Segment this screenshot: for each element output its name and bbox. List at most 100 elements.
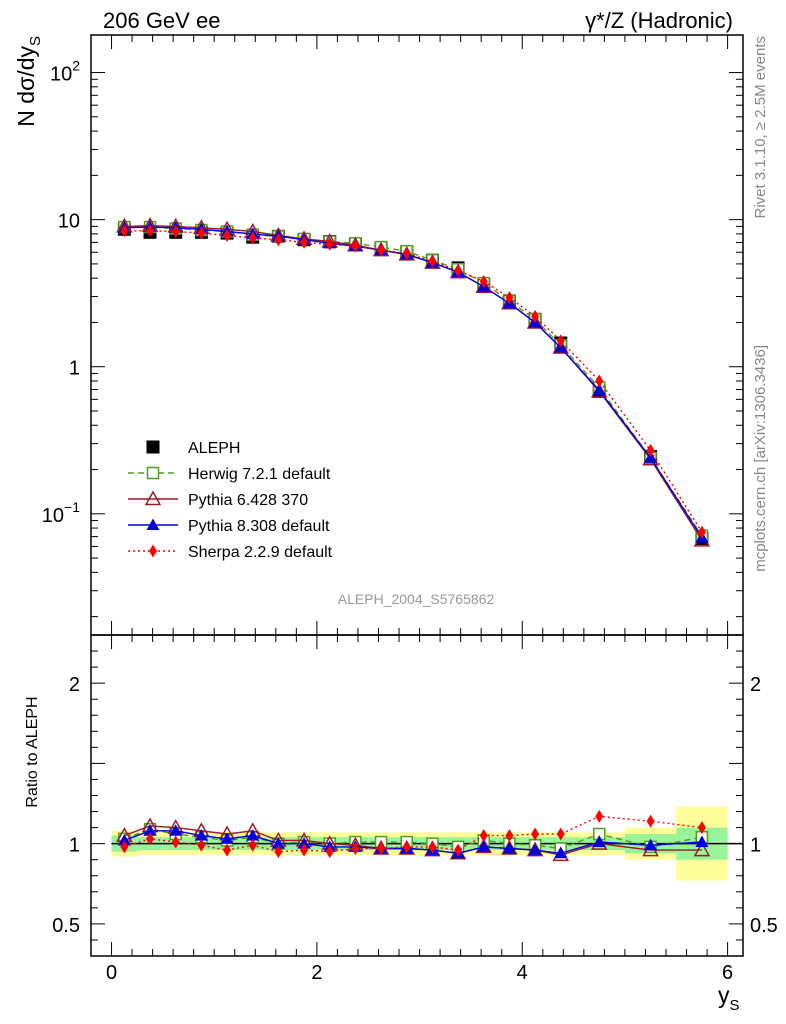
ratio-pythia8-point (554, 846, 568, 859)
sherpa-point (402, 246, 411, 260)
ratio-sherpa-point (300, 843, 309, 857)
legend-marker-sherpa (149, 544, 157, 558)
pythia8-point (644, 451, 658, 463)
ratio-sherpa-point (351, 841, 360, 855)
ratio-pythia8-point (117, 833, 131, 846)
sherpa-point (479, 274, 488, 288)
sherpa-point (300, 235, 309, 249)
sherpa-point (531, 309, 540, 323)
rivet-label: Rivet 3.1.10, ≥ 2.5M events (752, 36, 769, 219)
ratio-pythia8-point (271, 837, 285, 849)
x-tick-label: 4 (517, 962, 528, 984)
legend-entry-herwig: Herwig 7.2.1 default (128, 466, 331, 483)
ratio-sherpa-point (595, 809, 604, 823)
sherpa-point (146, 224, 155, 238)
main-y-label-sub: S (27, 36, 44, 46)
main-y-tick-label: 10−1 (42, 499, 80, 527)
ratio-y-tick-label-right: 0.5 (750, 915, 778, 937)
sherpa-point (248, 231, 257, 245)
sherpa-point (377, 243, 386, 257)
main-y-tick-base: 10 (58, 211, 80, 233)
ratio-sherpa-point (556, 827, 565, 841)
legend-marker-pythia8 (146, 518, 160, 530)
ratio-pythia8-point (169, 824, 183, 836)
legend-label-sherpa: Sherpa 2.2.9 default (188, 544, 333, 561)
ratio-y-tick-label-right: 1 (750, 835, 761, 857)
ratio-sherpa-point (646, 814, 655, 828)
legend-entry-aleph: ALEPH (146, 440, 240, 457)
sherpa-point (197, 226, 206, 240)
ratio-pythia8-point (246, 829, 260, 841)
sherpa-point (428, 254, 437, 268)
pythia6-point (475, 278, 493, 293)
sherpa-point (646, 443, 655, 457)
sherpa-point (351, 239, 360, 253)
ratio-pythia8-point (297, 837, 311, 849)
ratio-pythia6-point (475, 838, 493, 854)
ratio-pythia8-point (194, 829, 208, 841)
legend-label-pythia6: Pythia 6.428 370 (188, 492, 308, 509)
ratio-sherpa-point (531, 827, 540, 841)
legend-label-pythia8: Pythia 8.308 default (188, 518, 330, 535)
ratio-pythia8-point (477, 840, 491, 852)
pythia6-point (552, 339, 570, 354)
main-y-tick-exp: 2 (72, 58, 80, 74)
ratio-y-tick-label: 1 (69, 835, 80, 857)
x-tick-label: 6 (722, 962, 733, 984)
ratio-y-tick-label: 2 (69, 674, 80, 696)
legend-entry-sherpa: Sherpa 2.2.9 default (128, 544, 333, 561)
ratio-sherpa-point (248, 838, 257, 852)
sherpa-line (124, 230, 703, 533)
x-label-sub: S (730, 997, 740, 1014)
pythia6-point (501, 294, 518, 310)
sherpa-point (697, 525, 706, 539)
sherpa-point (454, 264, 463, 278)
main-y-tick-label: 10 (58, 211, 80, 233)
ratio-pythia6-point (398, 839, 416, 855)
ratio-pythia6-point (693, 841, 711, 857)
ratio-sherpa-point (479, 829, 488, 843)
legend-entry-pythia8: Pythia 8.308 default (128, 518, 330, 535)
main-y-label-text: N dσ/dy (13, 46, 39, 127)
legend-label-herwig: Herwig 7.2.1 default (188, 466, 331, 483)
main-y-tick-base: 10 (42, 505, 64, 527)
ratio-pythia8-point (695, 835, 709, 848)
sherpa-point (556, 334, 565, 348)
x-label-text: y (718, 982, 730, 1008)
main-y-tick-base: 10 (50, 64, 72, 86)
ratio-pythia8-point (592, 835, 606, 848)
ratio-sherpa-point (223, 843, 232, 857)
ratio-pythia8-point (220, 832, 234, 844)
sherpa-point (325, 237, 334, 251)
ratio-sherpa-point (171, 835, 180, 849)
legend-label-aleph: ALEPH (188, 440, 240, 457)
pythia8-line (124, 226, 703, 538)
legend: ALEPH Herwig 7.2.1 default Pythia 6.428 37… (128, 440, 333, 561)
main-y-tick-label: 102 (50, 58, 80, 86)
mcplots-label: mcplots.cern.ch [arXiv:1306.3436] (752, 345, 769, 572)
sherpa-point (223, 229, 232, 243)
header-left: 206 GeV ee (103, 8, 220, 33)
main-y-tick-base: 1 (69, 358, 80, 380)
ratio-pythia8-point (644, 838, 658, 851)
sherpa-point (274, 233, 283, 247)
x-axis-label: yS (718, 982, 740, 1014)
ratio-y-tick-label: 0.5 (52, 915, 80, 937)
ratio-sherpa-point (325, 845, 334, 859)
ratio-sherpa-point (146, 832, 155, 846)
ratio-y-axis-label: Ratio to ALEPH (24, 696, 41, 807)
ratio-pythia8-point (143, 824, 157, 836)
series-sherpa (120, 224, 706, 539)
sherpa-point (171, 225, 180, 239)
sherpa-point (120, 224, 129, 238)
main-y-tick-exp: −1 (64, 499, 80, 515)
ratio-series-sherpa (120, 809, 706, 859)
ratio-sherpa-point (402, 840, 411, 854)
pythia6-point (526, 313, 544, 329)
header-right: γ*/Z (Hadronic) (585, 8, 733, 33)
legend-marker-aleph (146, 440, 160, 454)
sherpa-point (505, 291, 514, 305)
ratio-pythia8-point (528, 843, 542, 856)
